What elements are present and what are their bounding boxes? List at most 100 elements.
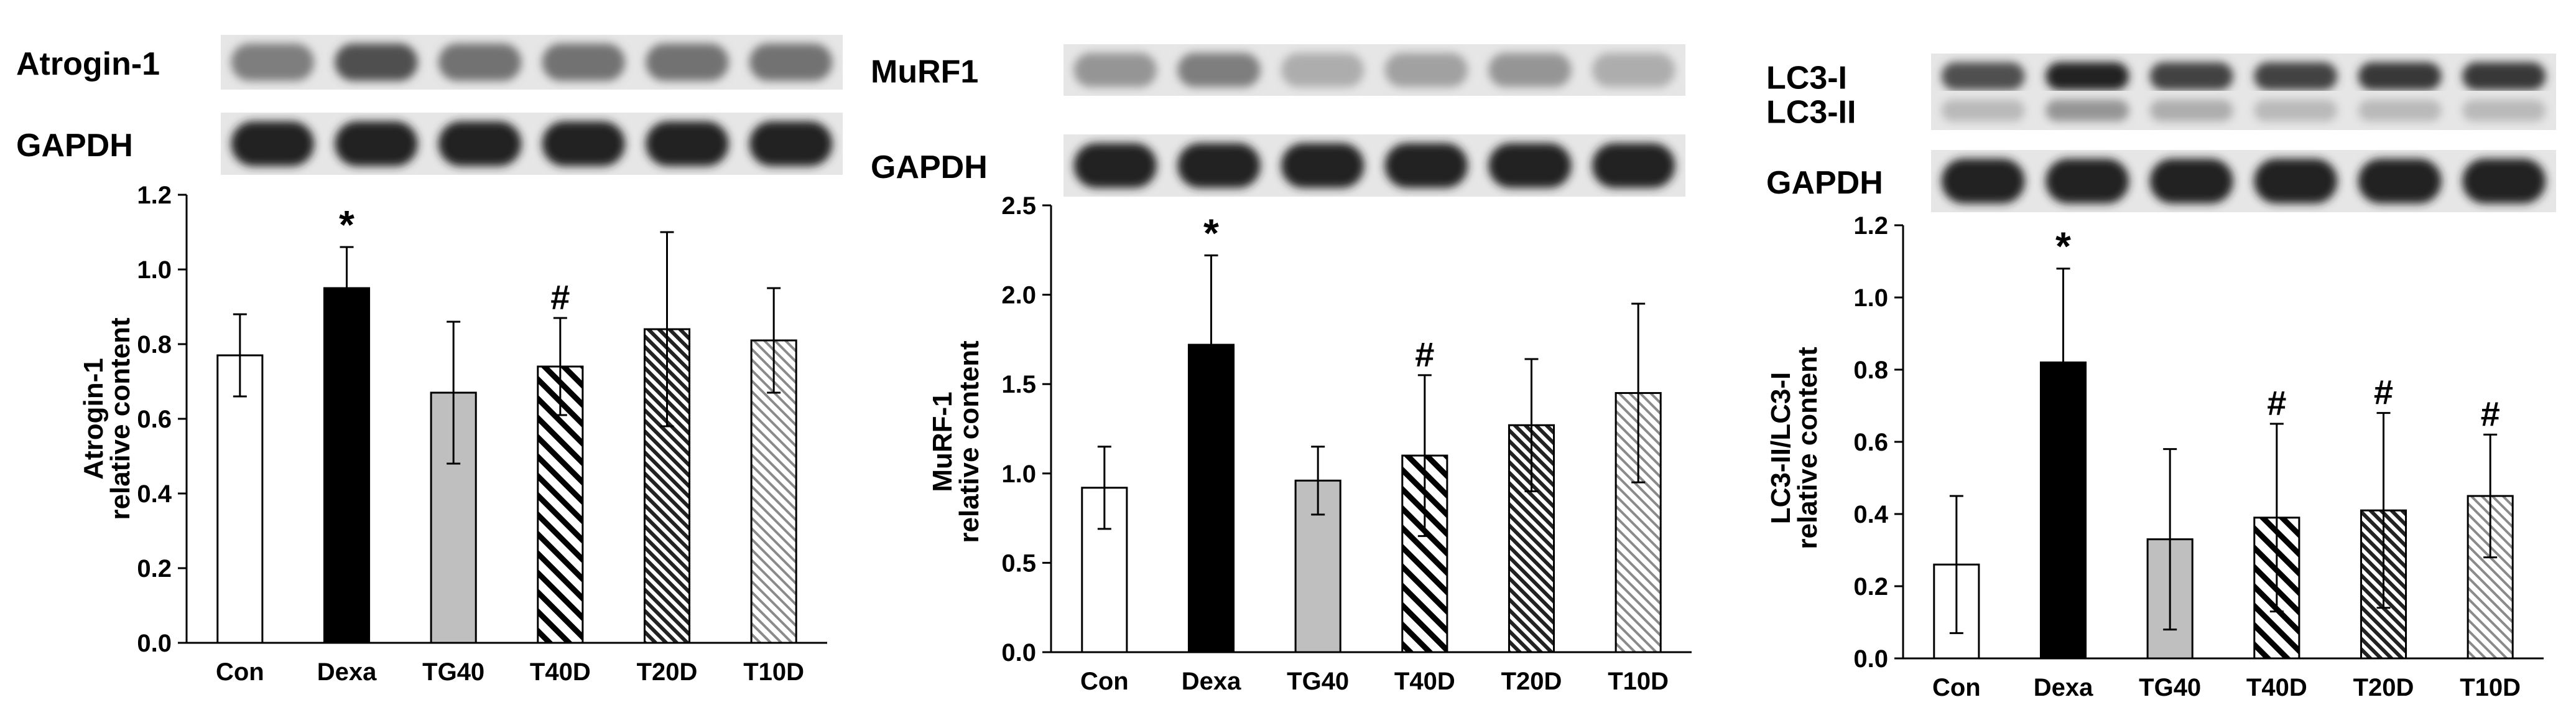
y-tick-label: 0.4: [1853, 501, 1888, 528]
x-tick-label: TG40: [1287, 668, 1349, 695]
blot-band: [749, 44, 833, 81]
y-tick-label: 0.2: [1853, 573, 1888, 601]
blot-band: [335, 121, 418, 166]
blot-background: [221, 35, 843, 90]
y-tick-label: 1.0: [1001, 461, 1036, 488]
blot-band: [2149, 159, 2233, 203]
blot-band: [438, 44, 522, 81]
blot-band: [646, 121, 729, 166]
x-tick-label: T10D: [1608, 668, 1669, 695]
blot-band: [2254, 62, 2338, 90]
x-tick-label: Dexa: [2034, 674, 2093, 701]
blot-band: [2358, 100, 2442, 121]
blot-band: [1281, 53, 1364, 87]
y-axis-label: Atrogin-1: [78, 358, 109, 480]
western-blot: MuRF1 GAPDH: [871, 44, 1685, 197]
blot-label: GAPDH: [871, 149, 988, 185]
chart-panel-2: MuRF1 GAPDH 0.0 0.5 1.0 1.5 2.0 2.5 MuRF-1relati…: [871, 44, 1692, 695]
y-tick-label: 0.2: [137, 555, 172, 582]
chart-panel-1: Atrogin-1 GAPDH 0.0 0.2 0.4 0.6 0.8 1.0 1.2 Atrog…: [16, 35, 843, 686]
bar: [323, 287, 371, 644]
y-axis-label: relative content: [1792, 347, 1823, 549]
blot-band: [2254, 100, 2338, 121]
x-tick-label: T20D: [2353, 674, 2414, 701]
y-tick-label: 0.0: [137, 630, 172, 657]
blot-background: [1931, 91, 2556, 130]
x-tick-label: T10D: [743, 658, 804, 686]
blot-label: MuRF1: [871, 54, 978, 90]
significance-mark: #: [1415, 335, 1434, 374]
x-tick-label: T20D: [637, 658, 698, 686]
blot-band: [438, 121, 522, 166]
blot-band: [335, 44, 418, 81]
x-tick-label: T40D: [530, 658, 591, 686]
blot-band: [2462, 62, 2546, 90]
x-tick-label: Con: [216, 658, 264, 686]
blot-band: [231, 121, 314, 166]
significance-mark: #: [2481, 394, 2500, 433]
blot-band: [1941, 100, 2025, 121]
blot-band: [749, 121, 833, 166]
blot-band: [1941, 159, 2025, 203]
significance-mark: #: [2267, 383, 2286, 423]
x-tick-label: T20D: [1501, 668, 1562, 695]
blot-label: GAPDH: [1766, 165, 1883, 201]
significance-mark: *: [1203, 210, 1219, 255]
blot-background: [1063, 134, 1685, 197]
blot-band: [2046, 62, 2129, 90]
blot-label: Atrogin-1: [16, 46, 160, 82]
y-tick-label: 1.2: [137, 182, 172, 209]
y-tick-label: 1.0: [1853, 284, 1888, 312]
x-tick-label: T40D: [2246, 674, 2307, 701]
x-tick-label: Con: [1932, 674, 1981, 701]
blot-band: [1384, 143, 1468, 188]
blot-label: GAPDH: [16, 128, 133, 164]
blot-band: [1281, 143, 1364, 188]
blot-background: [1063, 44, 1685, 96]
y-tick-label: 0.0: [1001, 639, 1036, 666]
x-tick-label: TG40: [2139, 674, 2201, 701]
y-tick-label: 0.0: [1853, 645, 1888, 673]
y-axis-label: relative content: [954, 340, 985, 543]
blot-band: [1384, 53, 1468, 87]
y-tick-label: 1.0: [137, 256, 172, 284]
blot-band: [1488, 143, 1572, 188]
y-tick-label: 0.5: [1001, 549, 1036, 577]
blot-band: [231, 44, 314, 81]
significance-mark: *: [2055, 224, 2071, 269]
blot-band: [2358, 62, 2442, 90]
blot-band: [542, 121, 625, 166]
chart-panel-3: LC3-ILC3-IIGAPDH0.00.20.40.60.81.01.2LC3…: [1766, 54, 2556, 701]
blot-band: [1941, 62, 2025, 90]
bar: [216, 354, 264, 644]
blot-band: [2254, 159, 2338, 203]
x-tick-label: Con: [1080, 668, 1129, 695]
blot-band: [2149, 62, 2233, 90]
y-tick-label: 0.4: [137, 480, 172, 508]
y-tick-label: 1.5: [1001, 371, 1036, 398]
y-tick-label: 0.8: [137, 331, 172, 358]
blot-band: [2046, 100, 2129, 121]
blot-band: [2149, 100, 2233, 121]
x-tick-label: Dexa: [317, 658, 377, 686]
y-tick-label: 1.2: [1853, 212, 1888, 240]
x-tick-label: T10D: [2460, 674, 2521, 701]
western-blot: Atrogin-1 GAPDH: [16, 35, 843, 175]
x-tick-label: T40D: [1394, 668, 1455, 695]
blot-band: [2358, 159, 2442, 203]
y-tick-label: 0.6: [1853, 429, 1888, 456]
blot-band: [1592, 143, 1675, 188]
y-axis-label: LC3-II/LC3-I: [1766, 372, 1796, 524]
blot-band: [2462, 100, 2546, 121]
blot-band: [2046, 159, 2129, 203]
blot-label: LC3-I: [1766, 60, 1847, 96]
blot-band: [1592, 53, 1675, 87]
y-axis-label: MuRF-1: [927, 391, 958, 492]
significance-mark: #: [550, 278, 570, 317]
blot-band: [2462, 159, 2546, 203]
y-tick-label: 2.5: [1001, 192, 1036, 220]
blot-band: [542, 44, 625, 81]
y-tick-label: 0.6: [137, 406, 172, 433]
